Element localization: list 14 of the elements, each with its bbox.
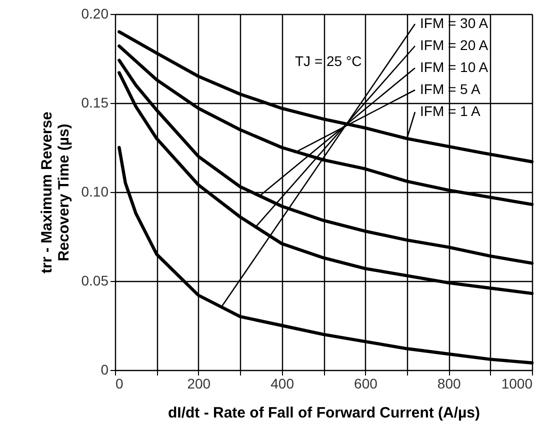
x-tick-label: 400 bbox=[270, 376, 294, 392]
x-tick-label: 800 bbox=[437, 376, 461, 392]
y-tick-label: 0.15 bbox=[81, 94, 109, 110]
y-tick-label: 0.05 bbox=[81, 272, 109, 288]
annotation: TJ = 25 °C bbox=[295, 53, 362, 69]
y-tick-label: 0.10 bbox=[81, 184, 109, 200]
x-tick-label: 1000 bbox=[501, 376, 533, 392]
y-axis-title: trr - Maximum Reverse Recovery Time (µs) bbox=[38, 112, 72, 274]
y-tick-label: 0.20 bbox=[81, 6, 109, 22]
x-tick-label: 200 bbox=[187, 376, 211, 392]
x-tick-label: 0 bbox=[116, 376, 124, 392]
x-axis-title: dI/dt - Rate of Fall of Forward Current (A/µs) bbox=[168, 404, 480, 422]
x-tick-label: 600 bbox=[354, 376, 378, 392]
y-tick-label: 0 bbox=[100, 362, 109, 378]
